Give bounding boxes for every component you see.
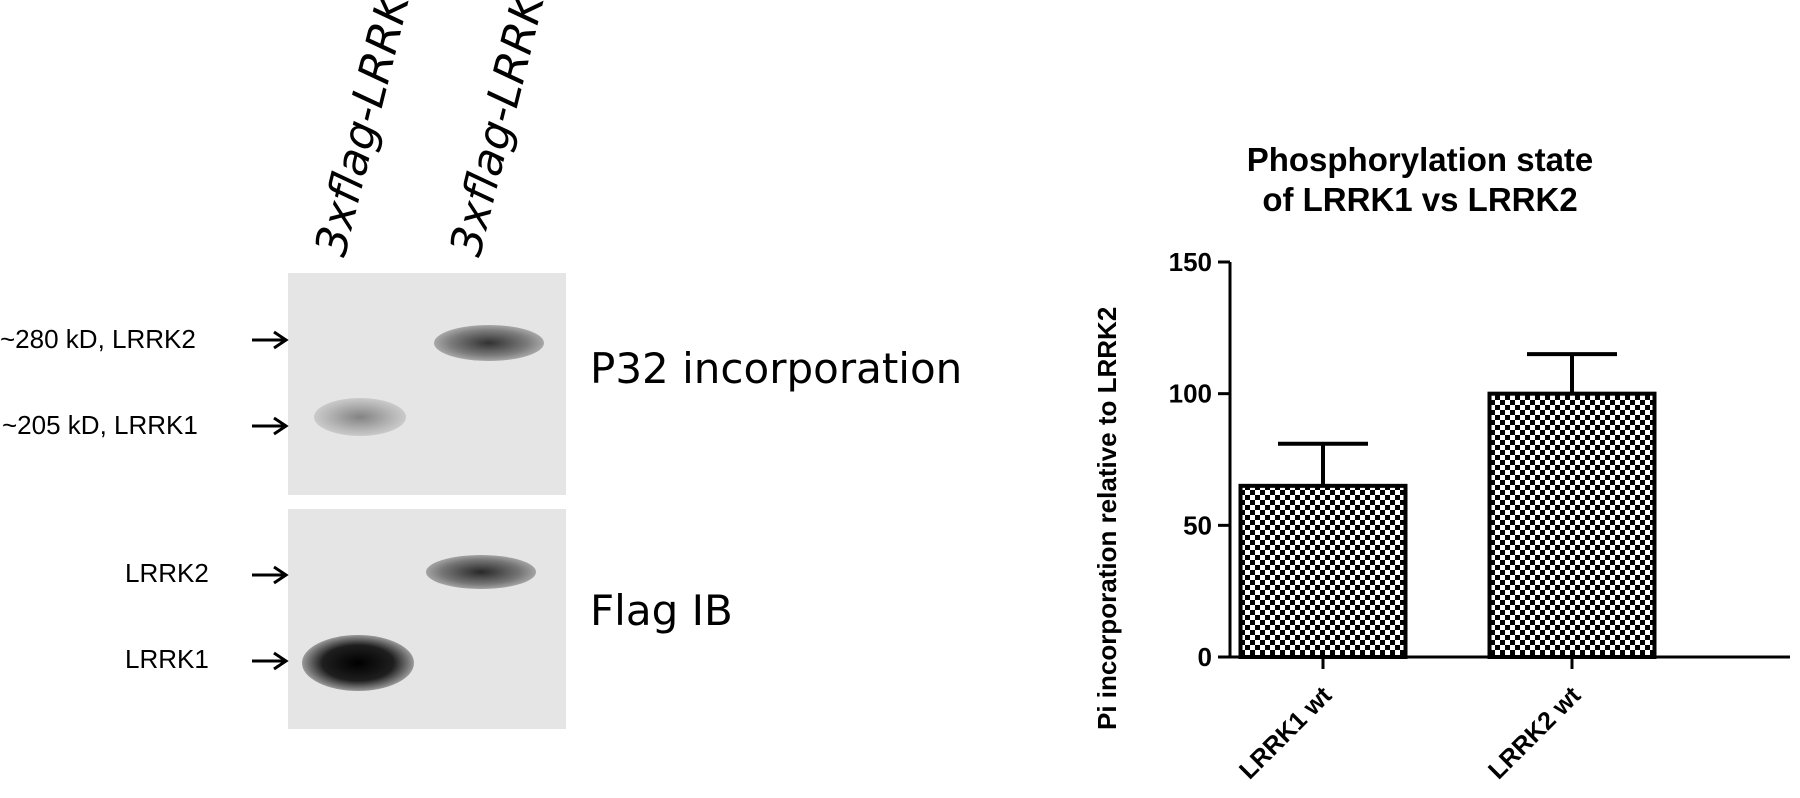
arrow-icon: [252, 651, 289, 671]
y-tick-label: 0: [1198, 642, 1212, 672]
chart-plot-area: 0 50 100 150 LRRK1 wt LRRK2 wt: [1169, 247, 1790, 785]
chart-title-line1: Phosphorylation state: [1246, 141, 1594, 178]
y-tick-label: 150: [1169, 247, 1212, 277]
lane-label-lrrk1: 3xflag-LRRK1: [305, 0, 427, 261]
chart-title: Phosphorylation state of LRRK1 vs LRRK2: [1200, 140, 1640, 220]
arrow-icon: [252, 565, 289, 585]
band-lrrk2-flag: [426, 555, 536, 589]
bar-lrrk2-wt: [1487, 391, 1657, 660]
y-tick-label: 50: [1183, 510, 1212, 540]
flag-ib-panel-title: Flag IB: [590, 586, 733, 635]
arrow-icon: [252, 416, 289, 436]
band-lrrk1-flag: [302, 635, 414, 691]
p32-blot-image: [288, 273, 566, 495]
band-lrrk2-p32: [434, 325, 544, 361]
flag-ib-blot-image: [288, 509, 566, 729]
marker-lrrk1-label: LRRK1: [125, 644, 209, 674]
x-tick-label: LRRK2 wt: [1483, 681, 1587, 785]
p32-panel-title: P32 incorporation: [590, 344, 963, 393]
y-axis-label: Pi incorporation relative to LRRK2: [1092, 306, 1122, 730]
chart-title-line2: of LRRK1 vs LRRK2: [1262, 181, 1578, 218]
arrow-icon: [252, 330, 289, 350]
marker-280kd-label: ~280 kD, LRRK2: [0, 324, 196, 354]
marker-lrrk2-label: LRRK2: [125, 558, 209, 588]
band-lrrk1-p32: [314, 398, 406, 436]
y-tick-label: 100: [1169, 379, 1212, 409]
bar-lrrk1-wt: [1238, 483, 1408, 659]
marker-205kd-label: ~205 kD, LRRK1: [2, 410, 198, 440]
lane-label-lrrk2: 3xflag-LRRK2: [440, 0, 562, 261]
x-tick-label: LRRK1 wt: [1234, 681, 1338, 785]
